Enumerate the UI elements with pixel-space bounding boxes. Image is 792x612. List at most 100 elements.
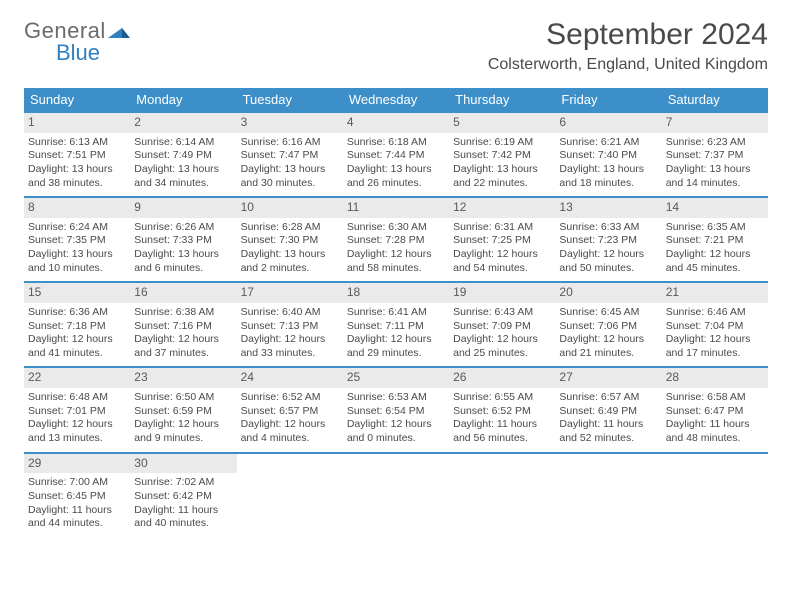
sunset-text: Sunset: 7:01 PM [28,405,126,419]
day-number: 13 [555,198,661,218]
day-number: 14 [662,198,768,218]
calendar-day-cell: 4Sunrise: 6:18 AMSunset: 7:44 PMDaylight… [343,112,449,197]
sunrise-text: Sunrise: 6:36 AM [28,306,126,320]
day-number: 10 [237,198,343,218]
sunrise-text: Sunrise: 6:35 AM [666,221,764,235]
calendar-day-cell: 12Sunrise: 6:31 AMSunset: 7:25 PMDayligh… [449,197,555,282]
sunset-text: Sunset: 7:37 PM [666,149,764,163]
calendar-day-cell [237,453,343,537]
location-label: Colsterworth, England, United Kingdom [488,56,768,74]
sunrise-text: Sunrise: 6:58 AM [666,391,764,405]
calendar-day-cell: 23Sunrise: 6:50 AMSunset: 6:59 PMDayligh… [130,367,236,452]
daylight-text: and 38 minutes. [28,177,126,191]
day-number: 24 [237,368,343,388]
brand-bottom: Blue [56,40,130,66]
calendar-day-cell [555,453,661,537]
day-number: 21 [662,283,768,303]
sunset-text: Sunset: 7:21 PM [666,234,764,248]
day-number: 19 [449,283,555,303]
daylight-text: Daylight: 11 hours [666,418,764,432]
weekday-header: Thursday [449,88,555,112]
calendar-day-cell: 30Sunrise: 7:02 AMSunset: 6:42 PMDayligh… [130,453,236,537]
sunrise-text: Sunrise: 6:21 AM [559,136,657,150]
sunset-text: Sunset: 6:45 PM [28,490,126,504]
sunset-text: Sunset: 6:57 PM [241,405,339,419]
daylight-text: Daylight: 12 hours [559,333,657,347]
sunrise-text: Sunrise: 6:57 AM [559,391,657,405]
sunrise-text: Sunrise: 6:38 AM [134,306,232,320]
calendar-day-cell: 9Sunrise: 6:26 AMSunset: 7:33 PMDaylight… [130,197,236,282]
sunset-text: Sunset: 7:44 PM [347,149,445,163]
sunset-text: Sunset: 6:59 PM [134,405,232,419]
daylight-text: Daylight: 13 hours [134,163,232,177]
daylight-text: Daylight: 13 hours [241,163,339,177]
daylight-text: and 34 minutes. [134,177,232,191]
day-number: 18 [343,283,449,303]
daylight-text: and 29 minutes. [347,347,445,361]
title-block: September 2024 Colsterworth, England, Un… [488,18,768,74]
calendar-day-cell: 19Sunrise: 6:43 AMSunset: 7:09 PMDayligh… [449,282,555,367]
day-number: 7 [662,113,768,133]
day-number: 20 [555,283,661,303]
day-number: 25 [343,368,449,388]
calendar-day-cell: 17Sunrise: 6:40 AMSunset: 7:13 PMDayligh… [237,282,343,367]
sunrise-text: Sunrise: 6:45 AM [559,306,657,320]
sunrise-text: Sunrise: 6:41 AM [347,306,445,320]
daylight-text: and 26 minutes. [347,177,445,191]
sunset-text: Sunset: 7:42 PM [453,149,551,163]
calendar-day-cell: 13Sunrise: 6:33 AMSunset: 7:23 PMDayligh… [555,197,661,282]
calendar-day-cell: 21Sunrise: 6:46 AMSunset: 7:04 PMDayligh… [662,282,768,367]
daylight-text: Daylight: 12 hours [666,333,764,347]
weekday-header: Wednesday [343,88,449,112]
daylight-text: Daylight: 11 hours [559,418,657,432]
sunset-text: Sunset: 7:33 PM [134,234,232,248]
sunset-text: Sunset: 7:40 PM [559,149,657,163]
daylight-text: Daylight: 13 hours [28,163,126,177]
daylight-text: and 33 minutes. [241,347,339,361]
calendar-day-cell: 29Sunrise: 7:00 AMSunset: 6:45 PMDayligh… [24,453,130,537]
daylight-text: Daylight: 13 hours [559,163,657,177]
daylight-text: and 22 minutes. [453,177,551,191]
sunrise-text: Sunrise: 6:28 AM [241,221,339,235]
day-number: 30 [130,454,236,474]
daylight-text: Daylight: 12 hours [134,333,232,347]
daylight-text: Daylight: 12 hours [347,248,445,262]
brand-mark-icon [108,22,130,43]
sunrise-text: Sunrise: 6:26 AM [134,221,232,235]
sunset-text: Sunset: 7:23 PM [559,234,657,248]
calendar-day-cell: 10Sunrise: 6:28 AMSunset: 7:30 PMDayligh… [237,197,343,282]
daylight-text: and 2 minutes. [241,262,339,276]
day-number: 22 [24,368,130,388]
calendar-day-cell: 2Sunrise: 6:14 AMSunset: 7:49 PMDaylight… [130,112,236,197]
weekday-header: Sunday [24,88,130,112]
calendar-day-cell [343,453,449,537]
daylight-text: Daylight: 12 hours [453,248,551,262]
daylight-text: Daylight: 12 hours [347,333,445,347]
daylight-text: Daylight: 12 hours [453,333,551,347]
daylight-text: Daylight: 12 hours [28,418,126,432]
weekday-header: Saturday [662,88,768,112]
daylight-text: Daylight: 12 hours [559,248,657,262]
calendar-day-cell: 25Sunrise: 6:53 AMSunset: 6:54 PMDayligh… [343,367,449,452]
weekday-header: Friday [555,88,661,112]
sunset-text: Sunset: 7:35 PM [28,234,126,248]
sunset-text: Sunset: 6:54 PM [347,405,445,419]
calendar-day-cell: 16Sunrise: 6:38 AMSunset: 7:16 PMDayligh… [130,282,236,367]
sunset-text: Sunset: 7:18 PM [28,320,126,334]
day-number: 26 [449,368,555,388]
daylight-text: Daylight: 13 hours [347,163,445,177]
daylight-text: Daylight: 12 hours [134,418,232,432]
sunrise-text: Sunrise: 6:43 AM [453,306,551,320]
daylight-text: Daylight: 12 hours [347,418,445,432]
daylight-text: and 45 minutes. [666,262,764,276]
sunset-text: Sunset: 7:11 PM [347,320,445,334]
daylight-text: and 48 minutes. [666,432,764,446]
weekday-header-row: Sunday Monday Tuesday Wednesday Thursday… [24,88,768,112]
calendar-week-row: 1Sunrise: 6:13 AMSunset: 7:51 PMDaylight… [24,112,768,197]
day-number: 11 [343,198,449,218]
calendar-day-cell: 5Sunrise: 6:19 AMSunset: 7:42 PMDaylight… [449,112,555,197]
daylight-text: and 13 minutes. [28,432,126,446]
day-number: 2 [130,113,236,133]
sunrise-text: Sunrise: 6:55 AM [453,391,551,405]
sunrise-text: Sunrise: 6:23 AM [666,136,764,150]
